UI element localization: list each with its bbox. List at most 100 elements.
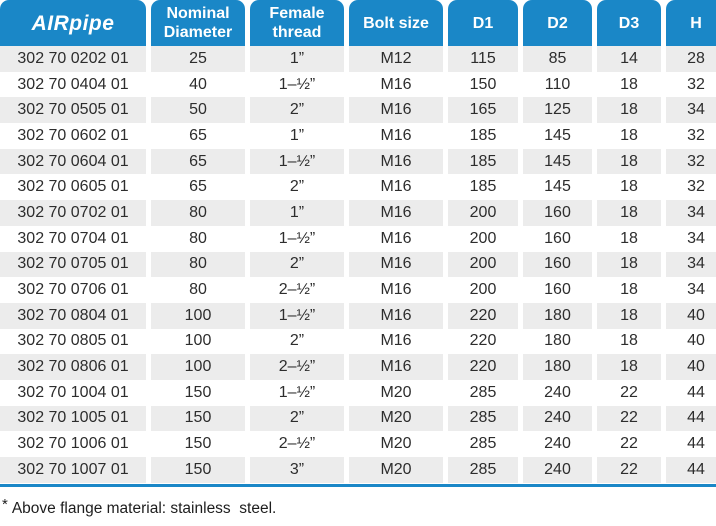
footnote-asterisk: * bbox=[2, 495, 8, 513]
header-d3: D3 bbox=[597, 0, 661, 46]
table-cell: 115 bbox=[448, 46, 518, 72]
table-cell: 3” bbox=[250, 457, 344, 483]
table-cell: 200 bbox=[448, 251, 518, 278]
table-cell: 302 70 1004 01 bbox=[0, 379, 146, 406]
table-cell: 2” bbox=[250, 328, 344, 355]
table-row: 302 70 1004 01 150 1–½” M20 285 240 22 44 bbox=[0, 379, 716, 406]
table-cell: 302 70 0604 01 bbox=[0, 148, 146, 175]
table-cell: 160 bbox=[523, 225, 592, 252]
table-cell: 18 bbox=[597, 225, 661, 252]
table-cell: M16 bbox=[349, 302, 443, 329]
table-cell: 34 bbox=[666, 277, 716, 303]
table-cell: 2–½” bbox=[250, 431, 344, 457]
table-cell: 34 bbox=[666, 251, 716, 278]
table-cell: 18 bbox=[597, 148, 661, 175]
table-cell: M16 bbox=[349, 148, 443, 175]
table-cell: 22 bbox=[597, 457, 661, 483]
table-cell: 22 bbox=[597, 405, 661, 432]
table-row: 302 70 0806 01 100 2–½” M16 220 180 18 40 bbox=[0, 354, 716, 380]
table-cell: 18 bbox=[597, 174, 661, 201]
table-row: 302 70 1007 01 150 3” M20 285 240 22 44 bbox=[0, 457, 716, 483]
table-cell: 44 bbox=[666, 457, 716, 483]
table-cell: 34 bbox=[666, 225, 716, 252]
table-cell: 32 bbox=[666, 148, 716, 175]
table-row: 302 70 0604 01 65 1–½” M16 185 145 18 32 bbox=[0, 148, 716, 175]
airpipe-logo: AIRpipe bbox=[0, 0, 146, 46]
table-row: 302 70 0706 01 80 2–½” M16 200 160 18 34 bbox=[0, 277, 716, 303]
table-cell: 285 bbox=[448, 457, 518, 483]
header-female-thread: Female thread bbox=[250, 0, 344, 46]
table-cell: M16 bbox=[349, 123, 443, 149]
table-cell: 32 bbox=[666, 174, 716, 201]
table-cell: 302 70 1006 01 bbox=[0, 431, 146, 457]
table-cell: 28 bbox=[666, 46, 716, 72]
table-cell: 65 bbox=[151, 174, 245, 201]
header-bolt-size: Bolt size bbox=[349, 0, 443, 46]
table-row: 302 70 0702 01 80 1” M16 200 160 18 34 bbox=[0, 200, 716, 226]
table-cell: 302 70 0602 01 bbox=[0, 123, 146, 149]
table-cell: 200 bbox=[448, 225, 518, 252]
table-cell: M20 bbox=[349, 405, 443, 432]
table-cell: M20 bbox=[349, 379, 443, 406]
table-cell: 180 bbox=[523, 302, 592, 329]
table-cell: 302 70 0804 01 bbox=[0, 302, 146, 329]
table-row: 302 70 1006 01 150 2–½” M20 285 240 22 44 bbox=[0, 431, 716, 457]
table-cell: M16 bbox=[349, 251, 443, 278]
table-cell: 44 bbox=[666, 379, 716, 406]
table-cell: 14 bbox=[597, 46, 661, 72]
header-nominal-diameter: Nominal Diameter bbox=[151, 0, 245, 46]
table-cell: 85 bbox=[523, 46, 592, 72]
table-cell: 34 bbox=[666, 97, 716, 124]
table-cell: 302 70 0805 01 bbox=[0, 328, 146, 355]
table-cell: 185 bbox=[448, 174, 518, 201]
table-cell: 18 bbox=[597, 302, 661, 329]
table-cell: 220 bbox=[448, 302, 518, 329]
table-cell: 2” bbox=[250, 97, 344, 124]
table-row: 302 70 0605 01 65 2” M16 185 145 18 32 bbox=[0, 174, 716, 201]
table-cell: 65 bbox=[151, 123, 245, 149]
table-cell: 302 70 0505 01 bbox=[0, 97, 146, 124]
table-cell: 1–½” bbox=[250, 148, 344, 175]
table-cell: 22 bbox=[597, 379, 661, 406]
table-cell: 302 70 0702 01 bbox=[0, 200, 146, 226]
table-cell: 34 bbox=[666, 200, 716, 226]
table-cell: 44 bbox=[666, 431, 716, 457]
header-h: H bbox=[666, 0, 716, 46]
footnote-text: Above flange material: stainless steel. bbox=[11, 499, 277, 517]
table-cell: M16 bbox=[349, 71, 443, 98]
table-row: 302 70 0704 01 80 1–½” M16 200 160 18 34 bbox=[0, 225, 716, 252]
table-cell: 240 bbox=[523, 457, 592, 483]
table-cell: 2” bbox=[250, 251, 344, 278]
table-cell: 100 bbox=[151, 354, 245, 380]
table-cell: 150 bbox=[151, 457, 245, 483]
table-cell: 80 bbox=[151, 200, 245, 226]
table-cell: 1–½” bbox=[250, 71, 344, 98]
header-d2: D2 bbox=[523, 0, 592, 46]
table-cell: 18 bbox=[597, 200, 661, 226]
table-cell: 2–½” bbox=[250, 277, 344, 303]
table-body: 302 70 0202 01 25 1” M12 115 85 14 28 302 70 040… bbox=[0, 46, 716, 483]
table-cell: 180 bbox=[523, 354, 592, 380]
table-row: 302 70 0705 01 80 2” M16 200 160 18 34 bbox=[0, 251, 716, 278]
table-cell: 18 bbox=[597, 123, 661, 149]
table-cell: 285 bbox=[448, 431, 518, 457]
table-cell: 2” bbox=[250, 405, 344, 432]
table-cell: 165 bbox=[448, 97, 518, 124]
table-cell: 80 bbox=[151, 277, 245, 303]
table-cell: 240 bbox=[523, 379, 592, 406]
table-cell: 80 bbox=[151, 225, 245, 252]
table-cell: 200 bbox=[448, 277, 518, 303]
table-cell: 100 bbox=[151, 302, 245, 329]
table-row: 302 70 0805 01 100 2” M16 220 180 18 40 bbox=[0, 328, 716, 355]
table-cell: 185 bbox=[448, 148, 518, 175]
table-cell: M20 bbox=[349, 431, 443, 457]
table-cell: 302 70 0404 01 bbox=[0, 71, 146, 98]
table-cell: 150 bbox=[151, 431, 245, 457]
table-cell: 1” bbox=[250, 46, 344, 72]
table-cell: M16 bbox=[349, 354, 443, 380]
table-cell: 1–½” bbox=[250, 379, 344, 406]
table-cell: 80 bbox=[151, 251, 245, 278]
table-cell: 1–½” bbox=[250, 302, 344, 329]
table-cell: 302 70 0605 01 bbox=[0, 174, 146, 201]
table-cell: 2” bbox=[250, 174, 344, 201]
